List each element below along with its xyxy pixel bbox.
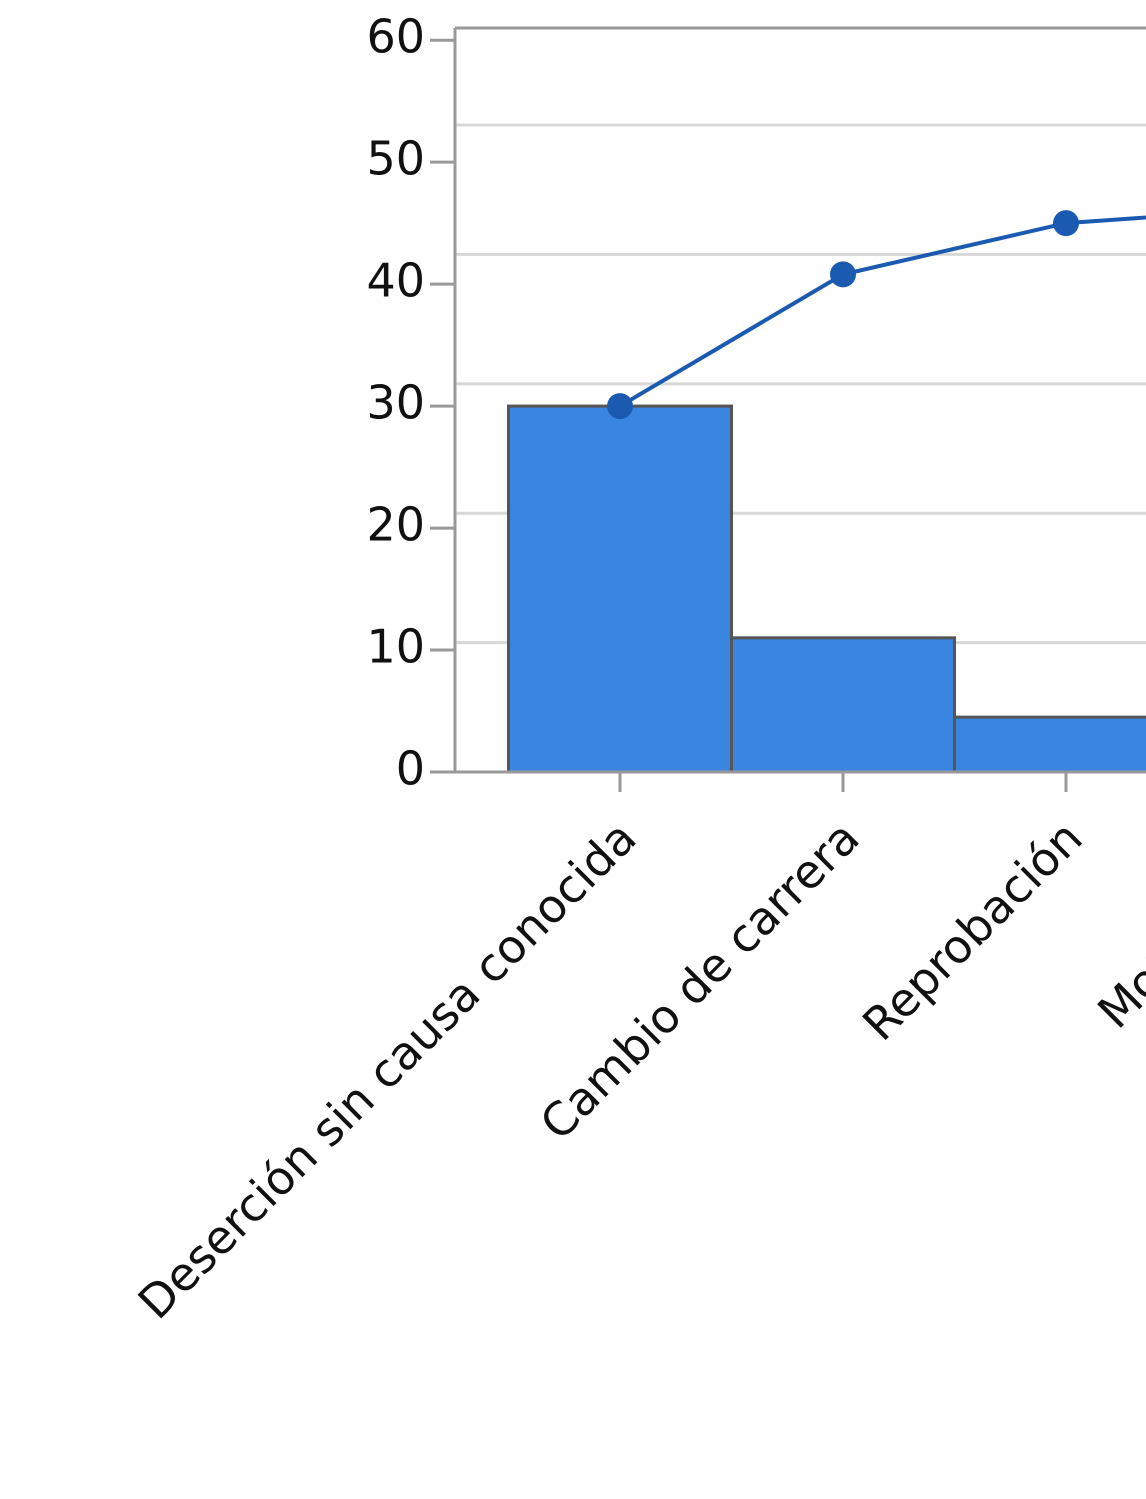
y-tick-label: 50 <box>366 132 425 186</box>
line-point <box>1053 210 1079 237</box>
x-tick-label: Motivos per <box>1087 810 1146 1038</box>
x-tick-label: Reprobación <box>852 810 1093 1051</box>
y-tick-label: 10 <box>366 620 425 674</box>
y-tick-label: 40 <box>366 254 425 308</box>
y-tick-label: 60 <box>366 10 425 64</box>
bar <box>730 636 956 774</box>
line-point <box>607 393 633 420</box>
x-tick-label: Deserción sin causa conocida <box>128 810 647 1329</box>
bar <box>953 715 1146 774</box>
bar <box>507 404 733 774</box>
cumulative-line <box>618 215 1146 408</box>
y-tick-label: 20 <box>366 498 425 552</box>
y-tick-label: 0 <box>396 742 425 796</box>
y-tick-label: 30 <box>366 376 425 430</box>
line-point <box>830 261 856 288</box>
